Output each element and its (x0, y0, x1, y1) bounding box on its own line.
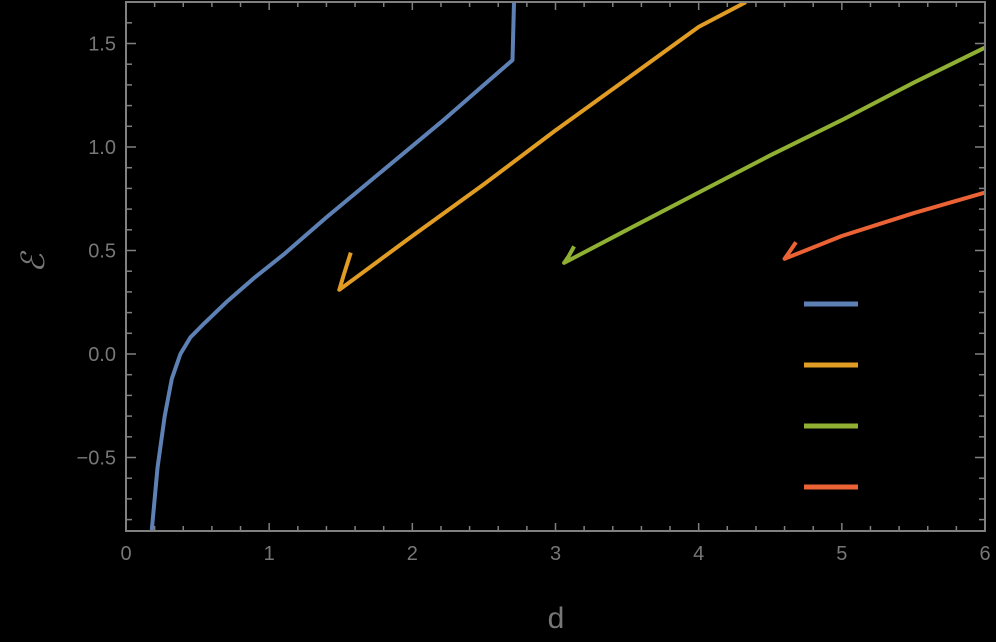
series-line-2 (337, 2, 747, 292)
x-tick-label: 5 (836, 543, 847, 565)
series-line-4 (782, 190, 985, 261)
x-tick-label: 0 (120, 543, 131, 565)
x-tick-label: 1 (264, 543, 275, 565)
x-tick-label: 6 (979, 543, 990, 565)
series-line-1 (149, 2, 516, 531)
y-tick-label: 0.0 (88, 344, 116, 366)
y-tick-label: −0.5 (77, 448, 116, 470)
legend (804, 301, 858, 490)
x-tick-label: 3 (550, 543, 561, 565)
y-tick-label: 1.5 (88, 34, 116, 56)
x-tick-label: 2 (407, 543, 418, 565)
y-tick-label: 0.5 (88, 241, 116, 263)
series-line-3 (562, 45, 985, 265)
plot-lines (149, 2, 985, 531)
x-tick-label: 4 (693, 543, 704, 565)
y-tick-label: 1.0 (88, 137, 116, 159)
x-axis-label: d (548, 602, 565, 635)
y-axis-label: ℰ (14, 250, 52, 273)
x-axis-ticks: 0 1 2 3 4 5 6 (120, 2, 991, 565)
y-axis-ticks: −0.5 0.0 0.5 1.0 1.5 (77, 1, 985, 521)
